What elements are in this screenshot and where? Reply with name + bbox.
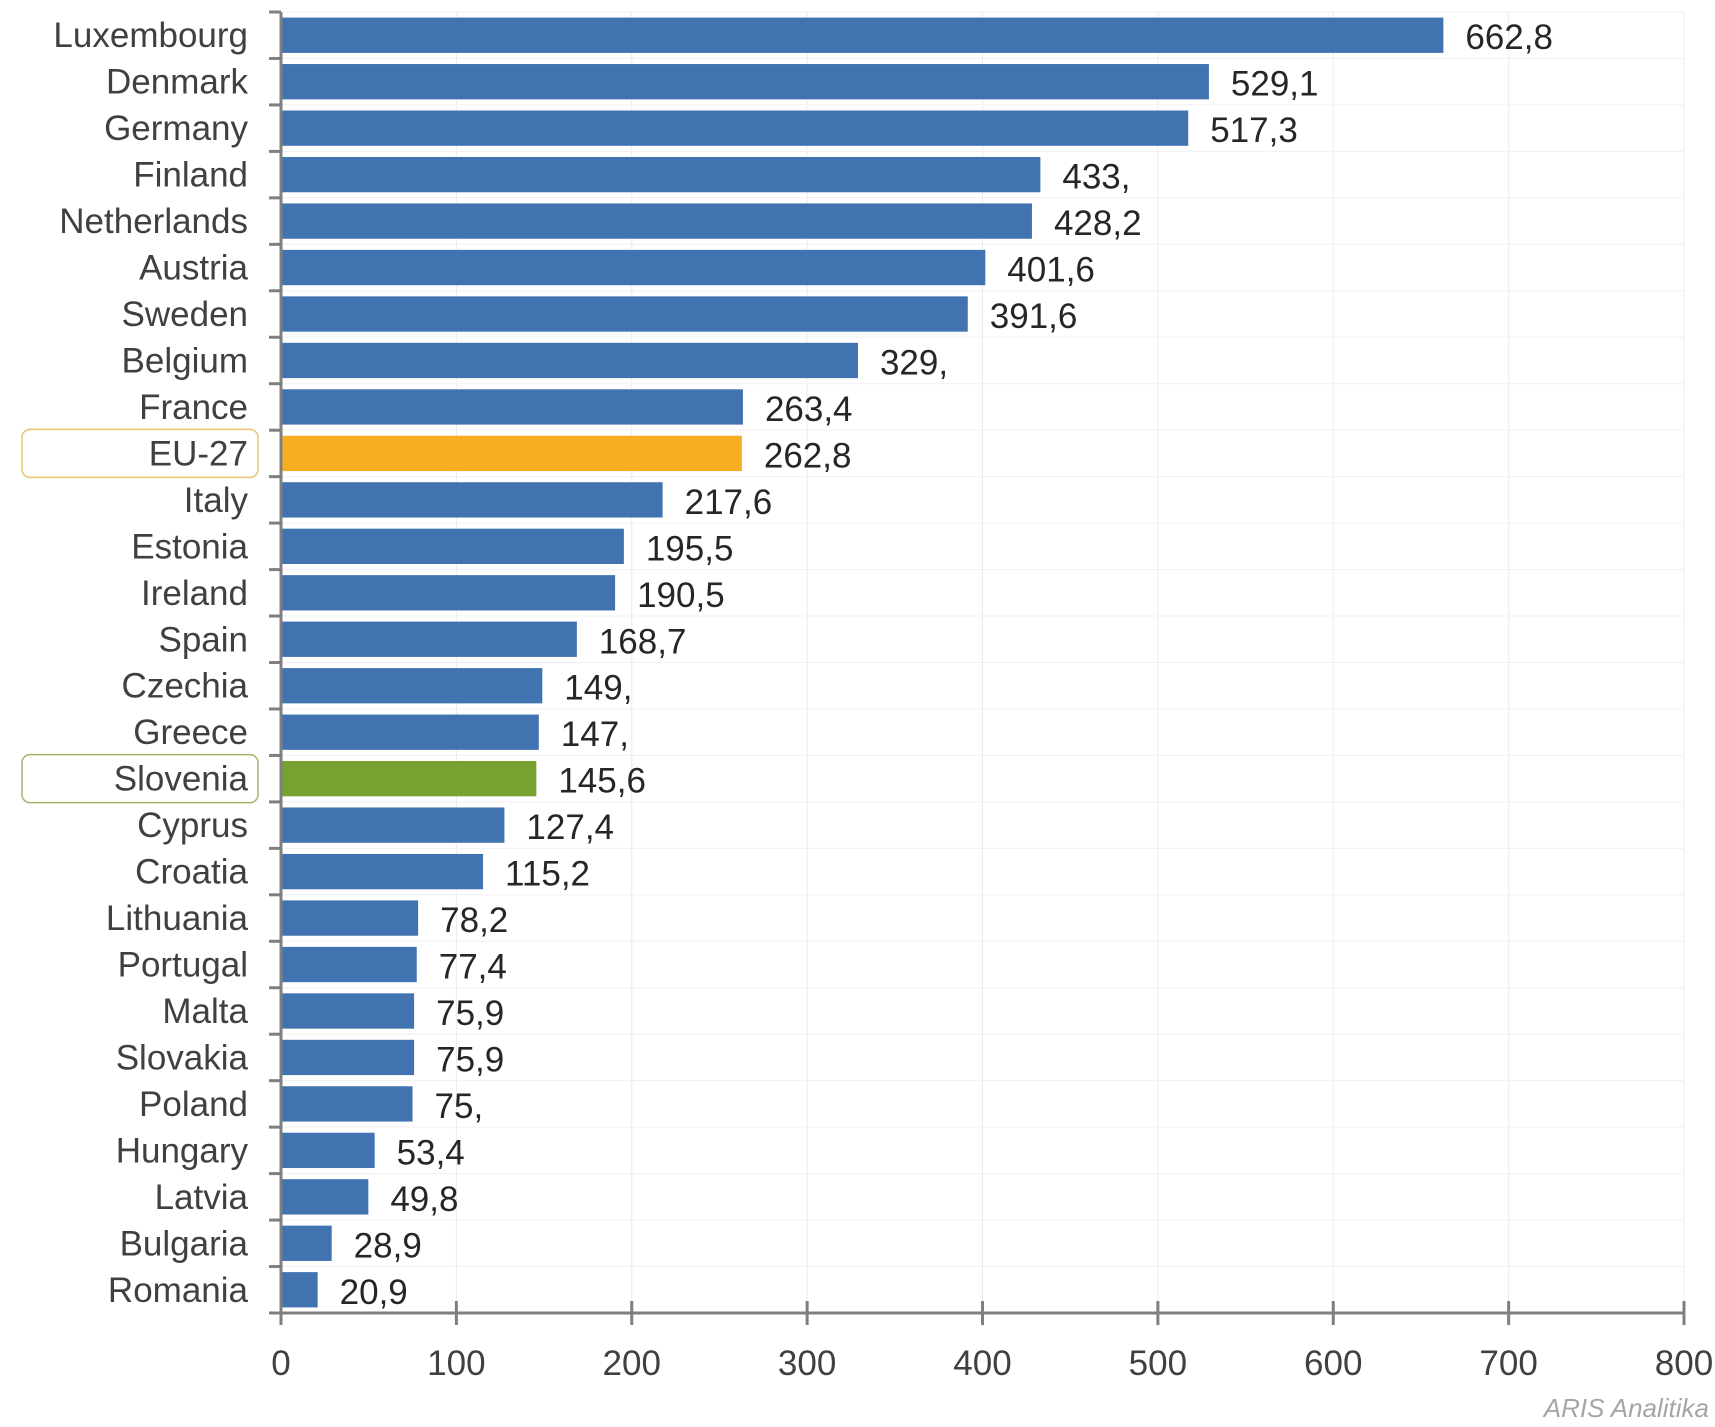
bar: [282, 1132, 375, 1169]
x-tick-label: 600: [1304, 1344, 1362, 1383]
data-label: 149,: [564, 669, 632, 708]
data-label: 168,7: [599, 622, 687, 661]
bar: [282, 156, 1041, 193]
category-label: Czechia: [122, 667, 249, 706]
x-tick-label: 300: [778, 1344, 836, 1383]
data-label: 127,4: [526, 808, 614, 847]
bar: [282, 993, 415, 1029]
bar: [282, 64, 1209, 100]
bar: [282, 853, 484, 890]
category-label: Slovakia: [116, 1038, 249, 1077]
category-label: Croatia: [135, 853, 248, 892]
x-tick-label: 800: [1655, 1344, 1713, 1383]
data-label: 75,9: [436, 1040, 504, 1079]
bar: [282, 1179, 369, 1215]
bar: [282, 1086, 413, 1122]
x-tick-label: 100: [427, 1344, 485, 1383]
x-tick-label: 200: [603, 1344, 661, 1383]
category-label: Ireland: [141, 574, 248, 613]
bar: [282, 389, 743, 425]
data-label: 190,5: [637, 576, 725, 615]
data-label: 529,1: [1231, 65, 1319, 104]
data-label: 391,6: [990, 297, 1078, 336]
bar: [282, 17, 1444, 53]
bar: [282, 435, 742, 472]
category-label: Malta: [162, 992, 248, 1031]
category-label: Poland: [139, 1085, 248, 1124]
data-label: 517,3: [1210, 111, 1298, 150]
data-label: 78,2: [440, 901, 508, 940]
data-label: 329,: [880, 343, 948, 382]
bar: [282, 900, 419, 936]
category-label: Latvia: [155, 1178, 249, 1217]
data-label: 217,6: [685, 483, 773, 522]
bar: [282, 668, 543, 704]
data-label: 428,2: [1054, 204, 1142, 243]
category-label: Romania: [108, 1271, 249, 1310]
category-label: Netherlands: [59, 202, 248, 241]
category-label: Cyprus: [137, 806, 248, 845]
data-label: 263,4: [765, 390, 853, 429]
data-label: 75,: [435, 1087, 484, 1126]
category-label: Slovenia: [114, 760, 249, 799]
bar: [282, 946, 417, 983]
data-label: 20,9: [340, 1273, 408, 1312]
category-label: Spain: [158, 620, 248, 659]
category-label: Germany: [104, 109, 248, 148]
bar: [282, 1272, 318, 1308]
highlight-box: [21, 753, 259, 804]
data-label: 147,: [561, 715, 629, 754]
data-label: 401,6: [1007, 251, 1095, 290]
x-tick-label: 400: [953, 1344, 1011, 1383]
data-label: 49,8: [390, 1180, 458, 1219]
data-label: 262,8: [764, 436, 852, 475]
watermark-text: ARIS Analitika: [1542, 1393, 1709, 1423]
category-label: Lithuania: [106, 899, 249, 938]
bar: [282, 342, 858, 379]
x-tick-label: 0: [271, 1344, 290, 1383]
category-label: Belgium: [122, 341, 248, 380]
data-label: 195,5: [646, 529, 734, 568]
category-label: Luxembourg: [53, 16, 248, 55]
x-tick-label: 700: [1479, 1344, 1537, 1383]
highlight-box: [21, 428, 259, 479]
bar: [282, 1039, 415, 1076]
category-label: Hungary: [116, 1131, 249, 1170]
data-label: 28,9: [354, 1226, 422, 1265]
bar: [282, 575, 616, 611]
bar: [282, 296, 968, 332]
category-label: Bulgaria: [120, 1224, 249, 1263]
category-label: Austria: [139, 249, 248, 288]
bar: [282, 203, 1032, 239]
bar: [282, 482, 663, 518]
category-label: France: [139, 388, 248, 427]
category-label: EU-27: [149, 434, 248, 473]
category-label: Finland: [133, 156, 248, 195]
bar: [282, 110, 1189, 146]
data-label: 662,8: [1465, 18, 1553, 57]
bar: [282, 714, 539, 750]
data-label: 433,: [1062, 158, 1130, 197]
data-label: 115,2: [505, 855, 590, 894]
bar: [282, 761, 537, 797]
bar: [282, 807, 505, 843]
category-label: Greece: [133, 713, 248, 752]
data-label: 75,9: [436, 994, 504, 1033]
category-label: Estonia: [131, 527, 248, 566]
category-label: Denmark: [106, 63, 248, 102]
data-label: 145,6: [558, 762, 646, 801]
data-label: 53,4: [397, 1133, 465, 1172]
bar: [282, 528, 624, 564]
category-label: Portugal: [118, 946, 248, 985]
category-label: Sweden: [122, 295, 248, 334]
data-label: 77,4: [439, 948, 507, 987]
category-label: Italy: [184, 481, 249, 520]
bar: [282, 1225, 332, 1261]
bar: [282, 249, 986, 286]
bar: [282, 621, 577, 657]
x-tick-label: 500: [1129, 1344, 1187, 1383]
